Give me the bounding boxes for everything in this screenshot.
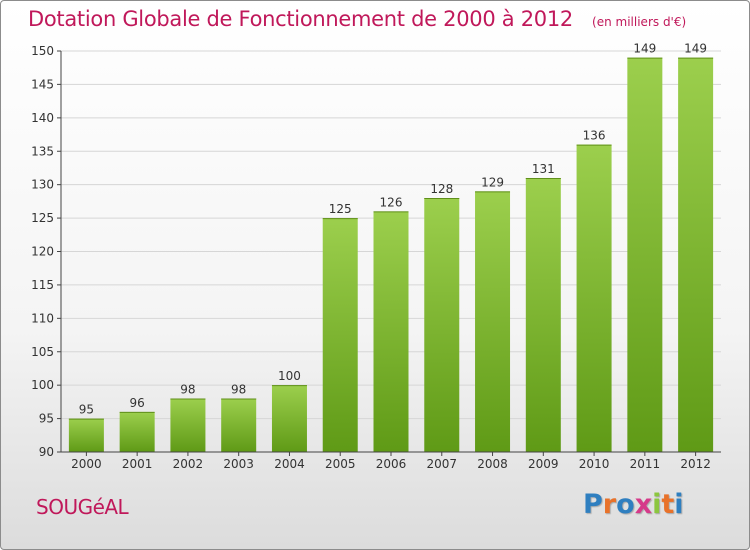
bar-2012 — [678, 57, 714, 452]
bar-2005 — [322, 218, 358, 452]
data-label-2005: 125 — [329, 202, 352, 216]
y-tick-label-145: 145 — [31, 77, 54, 91]
y-tick-label-140: 140 — [31, 111, 54, 125]
x-tick-label-2003: 2003 — [223, 457, 254, 471]
y-tick-label-115: 115 — [31, 278, 54, 292]
y-tick-label-130: 130 — [31, 178, 54, 192]
chart-title: Dotation Globale de Fonctionnement de 20… — [28, 7, 573, 31]
y-tick-label-100: 100 — [31, 378, 54, 392]
commune-name: SOUGéAL — [36, 495, 129, 519]
bar-2008 — [475, 191, 511, 452]
x-tick-label-2006: 2006 — [376, 457, 407, 471]
data-label-2008: 129 — [481, 175, 504, 189]
data-label-2007: 128 — [430, 182, 453, 196]
x-tick-label-2011: 2011 — [630, 457, 661, 471]
bar-2009 — [525, 177, 561, 452]
bars — [68, 57, 714, 453]
bar-2006 — [373, 211, 409, 452]
bar-2007 — [424, 198, 460, 452]
bar-2000 — [68, 418, 104, 452]
x-tick-label-2010: 2010 — [579, 457, 610, 471]
y-tick-label-110: 110 — [31, 311, 54, 325]
logo-letter: o — [616, 489, 635, 520]
bar-2004 — [271, 385, 307, 452]
x-tick-label-2002: 2002 — [173, 457, 204, 471]
data-label-2002: 98 — [180, 383, 195, 397]
x-tick-label-2000: 2000 — [71, 457, 102, 471]
y-tick-label-105: 105 — [31, 345, 54, 359]
proxiti-logo[interactable]: Proxiti — [583, 489, 684, 520]
axes: 90 95 100 105 110 115 120 125 130 135 140 145 150 200… — [31, 44, 721, 471]
y-tick-label-90: 90 — [39, 445, 54, 459]
x-tick-label-2004: 2004 — [274, 457, 305, 471]
y-tick-label-150: 150 — [31, 44, 54, 58]
x-tick-label-2012: 2012 — [680, 457, 711, 471]
x-tick-label-2008: 2008 — [477, 457, 508, 471]
data-label-2012: 149 — [684, 42, 707, 56]
logo-letter: i — [674, 489, 684, 520]
chart-title-block: Dotation Globale de Fonctionnement de 20… — [28, 7, 686, 31]
chart-unit-label: (en milliers d'€) — [592, 15, 687, 29]
data-label-2009: 131 — [532, 162, 555, 176]
data-labels: 95 96 98 98 100 125 126 128 129 131 136 149 149 — [79, 42, 707, 417]
logo-letter: x — [634, 489, 653, 520]
logo-letter: t — [661, 489, 675, 520]
bar-2001 — [119, 411, 155, 452]
bar-2002 — [170, 398, 206, 452]
data-label-2001: 96 — [130, 396, 145, 410]
data-label-2000: 95 — [79, 403, 94, 417]
data-label-2011: 149 — [633, 42, 656, 56]
data-label-2004: 100 — [278, 369, 301, 383]
logo-letter: i — [652, 489, 662, 520]
bar-2011 — [627, 57, 663, 452]
logo-letter: P — [583, 489, 603, 520]
y-tick-label-120: 120 — [31, 245, 54, 259]
x-tick-label-2007: 2007 — [426, 457, 457, 471]
data-label-2010: 136 — [583, 129, 606, 143]
bar-2010 — [576, 144, 612, 453]
logo-letter: r — [602, 489, 617, 520]
y-tick-label-135: 135 — [31, 144, 54, 158]
bar-2003 — [221, 398, 257, 452]
data-label-2006: 126 — [380, 195, 403, 209]
x-tick-label-2009: 2009 — [528, 457, 559, 471]
data-label-2003: 98 — [231, 383, 246, 397]
x-tick-label-2005: 2005 — [325, 457, 356, 471]
x-tick-label-2001: 2001 — [122, 457, 153, 471]
y-tick-label-95: 95 — [39, 412, 54, 426]
y-tick-label-125: 125 — [31, 211, 54, 225]
